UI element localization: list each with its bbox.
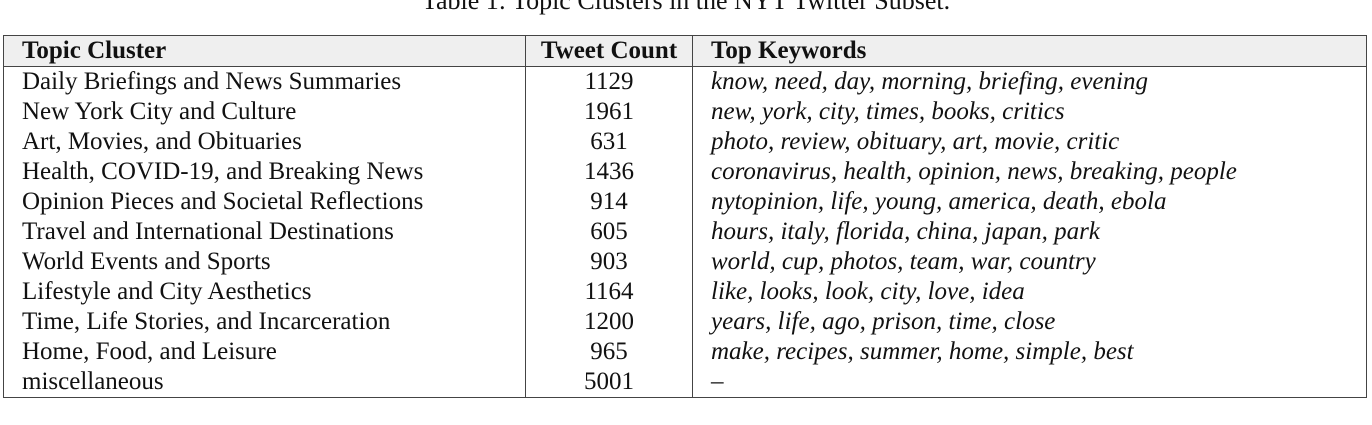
top-keywords-cell: hours, italy, florida, china, japan, par… [711, 218, 1100, 245]
table-row: World Events and Sports 903 world, cup, ph… [3, 247, 1367, 277]
header-top-keywords: Top Keywords [692, 35, 1367, 67]
table-row: miscellaneous 5001– [3, 367, 1367, 398]
table-row: Travel and International Destinations 605… [3, 217, 1367, 247]
table-caption: Table 1: Topic Clusters in the NYT Twitt… [421, 0, 951, 15]
tweet-count-cell: 1961 [525, 97, 693, 127]
tweet-count-cell: 605 [525, 217, 693, 247]
topic-cluster-cell: Health, COVID-19, and Breaking News [3, 157, 526, 187]
topic-cluster-cell: World Events and Sports [3, 247, 526, 277]
topic-cluster-cell: Daily Briefings and News Summaries [3, 66, 526, 97]
header-row: Topic Cluster Tweet Count Top Keywords [3, 35, 1367, 67]
topic-cluster-cell: Opinion Pieces and Societal Reflections [3, 187, 526, 217]
topic-clusters-table: Topic Cluster Tweet Count Top Keywords D… [3, 35, 1367, 398]
top-keywords-cell: nytopinion, life, young, america, death,… [711, 188, 1167, 215]
topic-cluster-cell: New York City and Culture [3, 97, 526, 127]
header-topic-cluster: Topic Cluster [3, 35, 526, 67]
topic-cluster-cell: Art, Movies, and Obituaries [3, 127, 526, 157]
topic-cluster-cell: Lifestyle and City Aesthetics [3, 277, 526, 307]
tweet-count-cell: 965 [525, 337, 693, 367]
table-row: Opinion Pieces and Societal Reflections 9… [3, 187, 1367, 217]
top-keywords-cell: like, looks, look, city, love, idea [711, 278, 1025, 305]
table-row: Daily Briefings and News Summaries 1129 kn… [3, 66, 1367, 97]
topic-cluster-cell: Time, Life Stories, and Incarceration [3, 307, 526, 337]
table-row: New York City and Culture 1961 new, york, … [3, 97, 1367, 127]
topic-cluster-cell: Travel and International Destinations [3, 217, 526, 247]
top-keywords-cell: coronavirus, health, opinion, news, brea… [711, 158, 1237, 185]
table-row: Art, Movies, and Obituaries 631 photo, rev… [3, 127, 1367, 157]
tweet-count-cell: 1200 [525, 307, 693, 337]
tweet-count-cell: 1129 [525, 66, 693, 97]
table-row: Health, COVID-19, and Breaking News 1436 c… [3, 157, 1367, 187]
tweet-count-cell: 914 [525, 187, 693, 217]
tweet-count-cell: 1164 [525, 277, 693, 307]
table-row: Home, Food, and Leisure 965 make, recipes,… [3, 337, 1367, 367]
tweet-count-cell: 1436 [525, 157, 693, 187]
topic-cluster-cell: Home, Food, and Leisure [3, 337, 526, 367]
tweet-count-cell: 5001 [525, 367, 693, 398]
top-keywords-cell: make, recipes, summer, home, simple, bes… [711, 338, 1134, 365]
top-keywords-cell: years, life, ago, prison, time, close [711, 308, 1056, 335]
tweet-count-cell: 631 [525, 127, 693, 157]
table-row: Time, Life Stories, and Incarceration 120… [3, 307, 1367, 337]
top-keywords-cell: photo, review, obituary, art, movie, cri… [711, 128, 1120, 155]
top-keywords-cell: – [711, 368, 724, 395]
topic-cluster-cell: miscellaneous [3, 367, 526, 398]
top-keywords-cell: world, cup, photos, team, war, country [711, 248, 1096, 275]
tweet-count-cell: 903 [525, 247, 693, 277]
header-tweet-count: Tweet Count [525, 35, 693, 67]
table-row: Lifestyle and City Aesthetics 1164 like, l… [3, 277, 1367, 307]
top-keywords-cell: know, need, day, morning, briefing, even… [711, 68, 1148, 95]
top-keywords-cell: new, york, city, times, books, critics [711, 98, 1065, 125]
